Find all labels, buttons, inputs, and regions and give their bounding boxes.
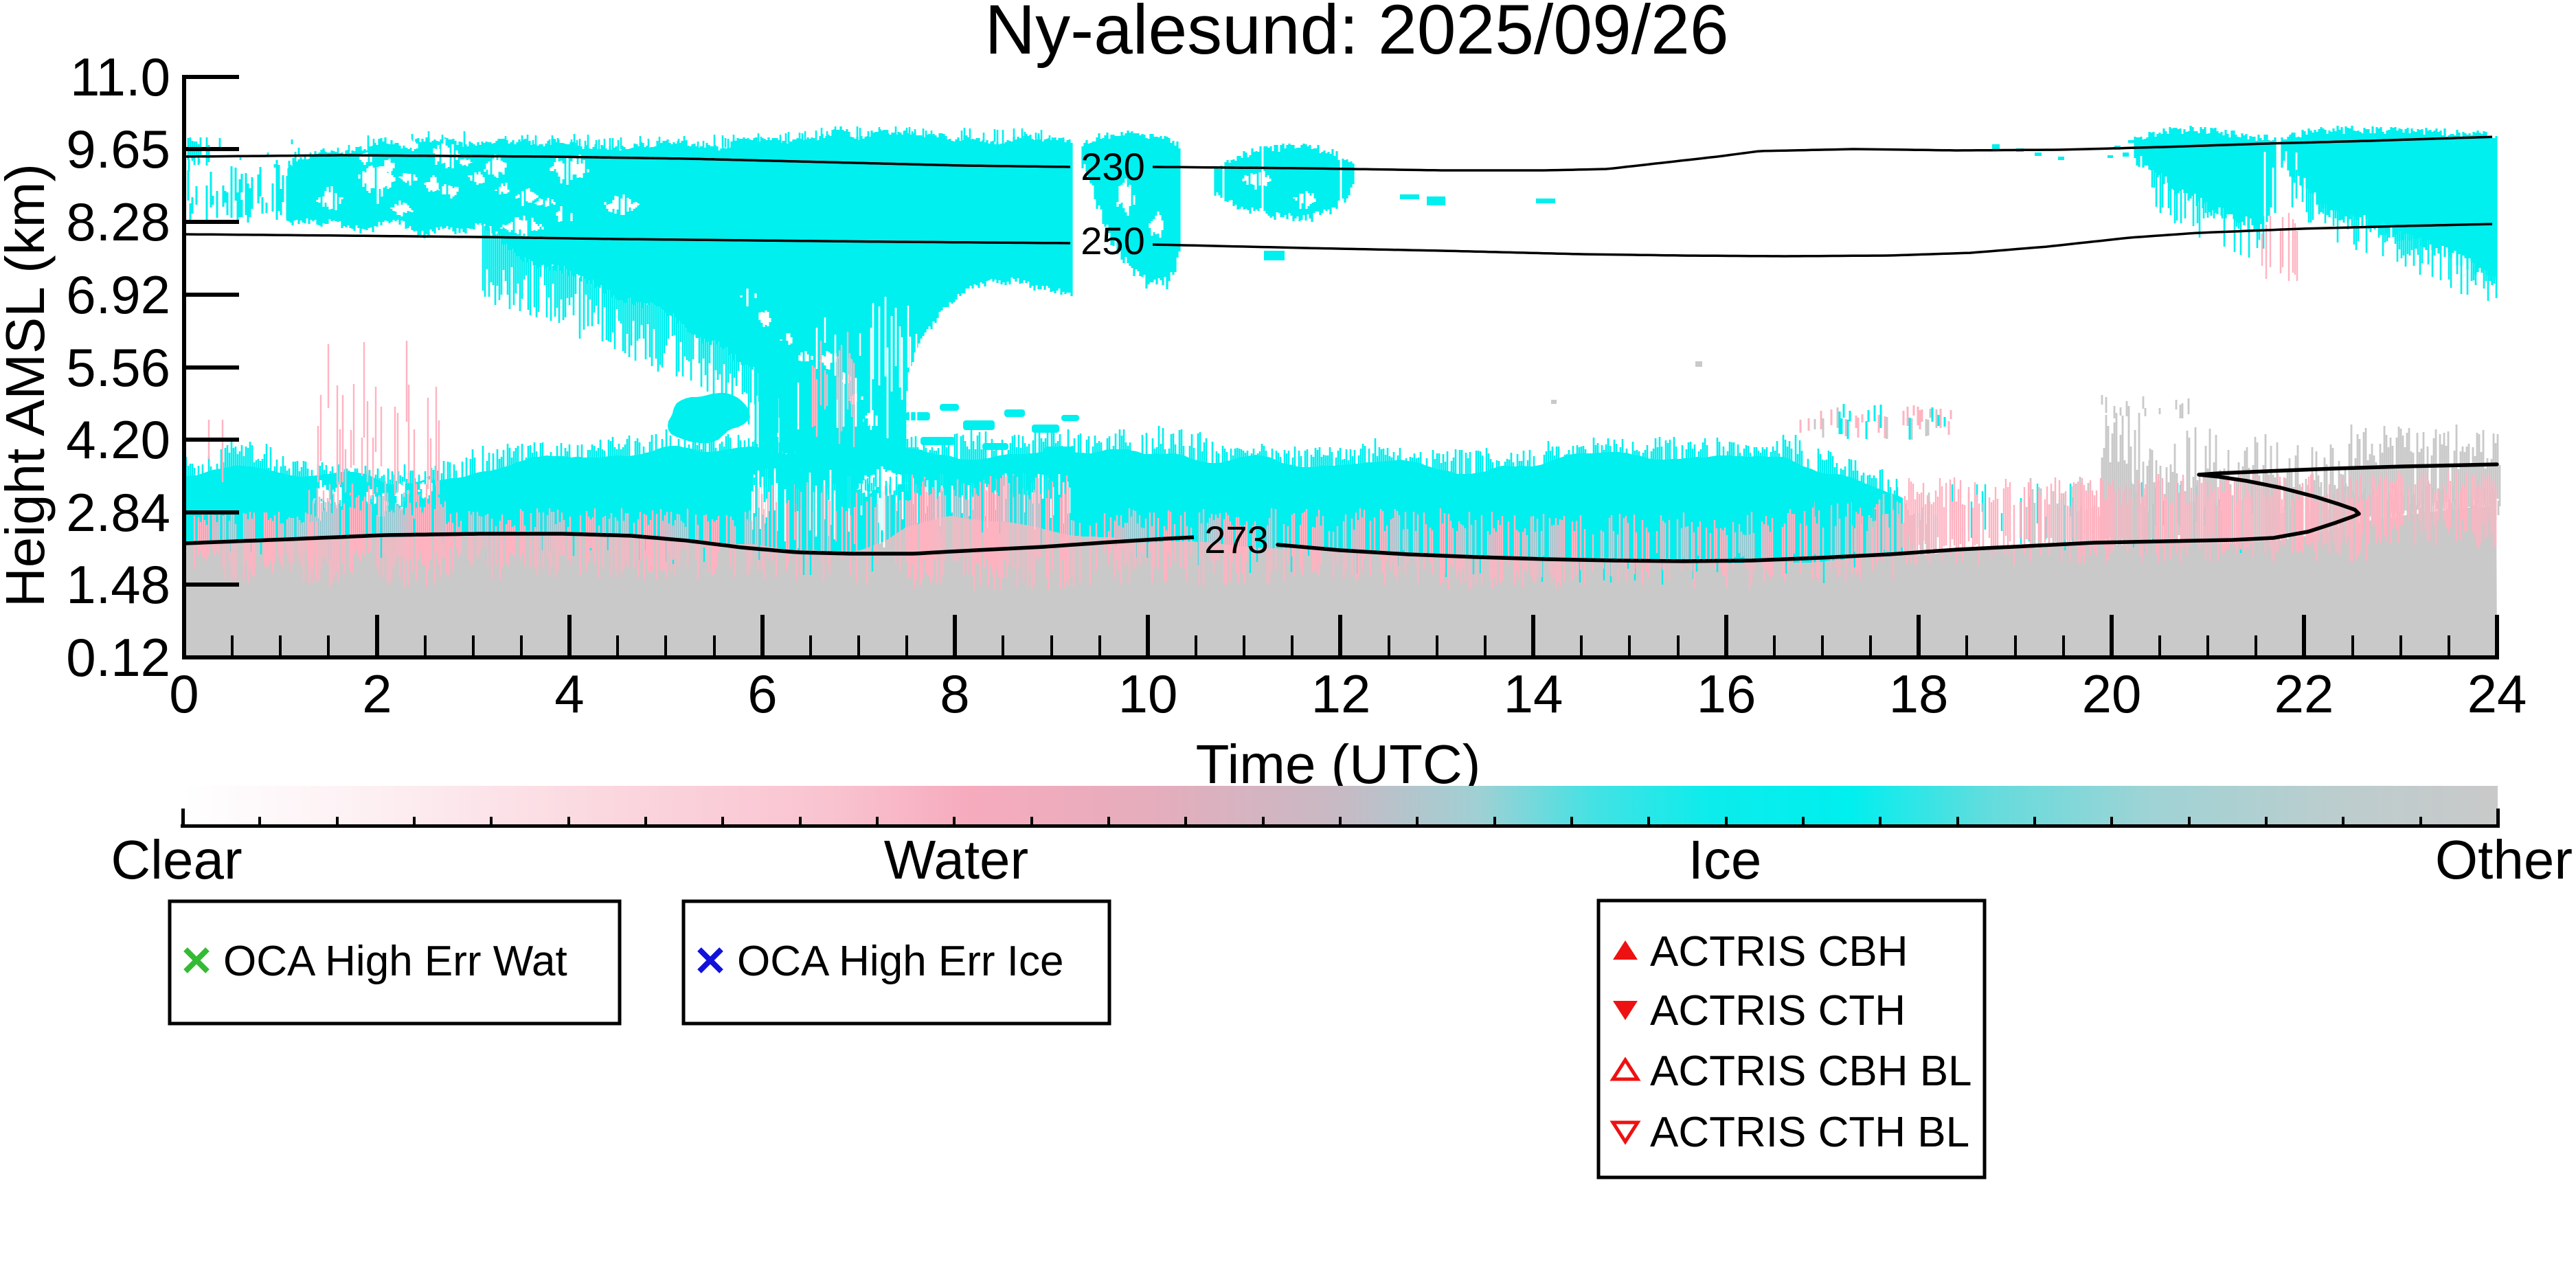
svg-text:14: 14: [1504, 664, 1563, 724]
svg-text:Time (UTC): Time (UTC): [1196, 734, 1481, 795]
svg-text:0.12: 0.12: [66, 627, 170, 688]
svg-text:Ny-alesund: 2025/09/26: Ny-alesund: 2025/09/26: [984, 0, 1728, 69]
svg-text:ACTRIS CBH: ACTRIS CBH: [1650, 928, 1908, 975]
svg-text:2: 2: [362, 664, 392, 724]
svg-text:1.48: 1.48: [66, 554, 170, 615]
svg-text:8: 8: [940, 664, 969, 724]
svg-text:11.0: 11.0: [70, 47, 170, 107]
svg-text:22: 22: [2274, 664, 2334, 724]
svg-text:18: 18: [1889, 664, 1949, 724]
svg-text:12: 12: [1311, 664, 1371, 724]
svg-text:250: 250: [1081, 219, 1144, 262]
svg-text:9.65: 9.65: [66, 119, 170, 179]
svg-text:16: 16: [1697, 664, 1756, 724]
svg-text:Ice: Ice: [1688, 829, 1762, 890]
svg-text:273: 273: [1204, 518, 1268, 561]
svg-text:Water: Water: [884, 829, 1028, 890]
svg-text:4.20: 4.20: [66, 409, 170, 470]
svg-text:230: 230: [1081, 145, 1144, 188]
svg-text:8.28: 8.28: [66, 192, 170, 252]
svg-text:ACTRIS CBH BL: ACTRIS CBH BL: [1650, 1048, 1972, 1095]
svg-text:Clear: Clear: [111, 829, 242, 890]
svg-text:6: 6: [747, 664, 777, 724]
svg-text:Height AMSL (km): Height AMSL (km): [0, 163, 56, 607]
svg-text:2.84: 2.84: [66, 482, 170, 543]
svg-text:5.56: 5.56: [66, 337, 170, 398]
svg-text:0: 0: [169, 664, 199, 724]
svg-text:4: 4: [554, 664, 584, 724]
svg-text:20: 20: [2082, 664, 2142, 724]
svg-text:ACTRIS CTH: ACTRIS CTH: [1650, 987, 1906, 1035]
svg-text:ACTRIS CTH BL: ACTRIS CTH BL: [1650, 1109, 1969, 1156]
svg-text:Other: Other: [2435, 829, 2573, 890]
svg-text:24: 24: [2467, 664, 2527, 724]
svg-text:6.92: 6.92: [66, 264, 170, 325]
svg-text:OCA High Err Wat: OCA High Err Wat: [223, 938, 567, 985]
svg-text:10: 10: [1118, 664, 1178, 724]
svg-text:OCA High Err Ice: OCA High Err Ice: [737, 938, 1063, 985]
